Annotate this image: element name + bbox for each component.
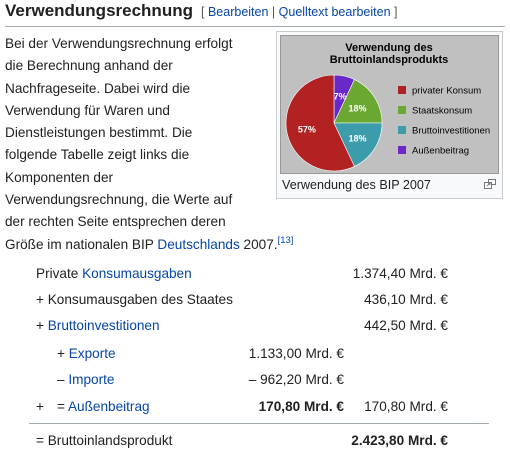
legend-swatch [398,146,406,154]
row-operator: + [36,318,48,333]
row-label: Private Konsumausgaben [36,262,192,286]
row-operator: + [36,292,48,307]
row-mid-value: – 962,20 Mrd. € [248,372,344,387]
edit-bracket-close: ] [394,5,398,19]
row-label-text: Konsumausgaben des Staates [47,292,233,307]
exports-link[interactable]: Exporte [68,346,116,361]
edit-source-link[interactable]: Quelltext bearbeiten [278,5,391,19]
paragraph-line: Verwendung für Waren und [5,102,170,118]
paragraph-line: Dienstleistungen bestimmt. Die [5,125,193,141]
row-label: + Konsumausgaben des Staates [36,288,233,312]
row-label: + Exporte [57,342,116,366]
paragraph-line: folgende Tabelle zeigt links die [5,147,190,163]
pie-slice [333,122,383,167]
pie-slice [333,79,383,124]
magnify-clip-icon[interactable] [484,179,496,189]
table-row: + = Außenbeitrag 170,80 Mrd. € 170,80 Mr… [5,395,505,419]
edit-separator: | [271,5,276,19]
row-operator: = [57,399,68,414]
row-total-value: 2.423,80 Mrd. € [351,433,448,448]
pie-slice-label: 18% [348,104,366,114]
row-value: 170,80 Mrd. € [364,399,448,414]
table-row: + Exporte 1.133,00 Mrd. € [5,342,505,366]
row-label-text: Private [36,266,83,281]
pie-slice [285,74,355,172]
legend-swatch [398,106,406,114]
section-heading: Verwendungsrechnung [ Bearbeiten | Quell… [5,0,505,27]
row-label-text: Bruttoinlandsprodukt [47,433,173,448]
investment-link[interactable]: Bruttoinvestitionen [47,318,160,333]
row-value: 1.374,40 Mrd. € [352,266,448,281]
row-operator: – [57,372,69,387]
row-label: + Bruttoinvestitionen [36,314,160,338]
paragraph-line: Verwendungsrechnung, die Werte auf [5,192,233,208]
pie-slice-label: 18% [348,133,366,143]
figure-caption: Verwendung des BIP 2007 [282,178,431,192]
row-value: 442,50 Mrd. € [364,318,448,333]
trade-balance-link[interactable]: Außenbeitrag [67,399,150,414]
germany-link[interactable]: Deutschlands [157,236,240,252]
legend-entry: privater Konsum [412,86,481,97]
figure-thumbnail: Verwendung des Bruttoinlandsprodukts 7% 1… [276,31,503,199]
row-mid-value: 170,80 Mrd. € [258,399,344,414]
paragraph-line: Bei der Verwendungsrechnung erfolgt [5,36,233,51]
section-title: Verwendungsrechnung [5,1,193,20]
legend-entry: Staatskonsum [412,106,472,117]
paragraph-line: Komponenten der [5,169,114,185]
row-operator: + [57,346,69,361]
paragraph-text: Größe im nationalen BIP [5,236,158,252]
paragraph-line: Nachfrageseite. Dabei wird die [5,80,191,96]
table-row: + Bruttoinvestitionen 442,50 Mrd. € [5,314,505,338]
row-operator: = [36,433,48,448]
row-label: = Außenbeitrag [57,395,150,419]
row-mid-value: 1.133,00 Mrd. € [248,346,344,361]
sum-divider [29,423,489,424]
reference-link[interactable]: [13] [277,234,294,246]
row-operator: + [36,399,44,414]
imports-link[interactable]: Importe [68,372,115,387]
paragraph-line: der rechten Seite entsprechen deren [5,214,226,230]
legend-entry: Bruttoinvestitionen [412,126,490,137]
chart-image[interactable]: Verwendung des Bruttoinlandsprodukts 7% 1… [280,35,499,174]
edit-section-links: [ Bearbeiten | Quelltext bearbeiten ] [201,3,398,21]
pie-slice-label: 57% [298,125,316,135]
paragraph-line: die Berechnung anhand der [5,58,173,74]
legend-entry: Außenbeitrag [412,146,469,157]
paragraph-last-line: Größe im nationalen BIP Deutschlands 200… [5,234,293,256]
table-row: Private Konsumausgaben 1.374,40 Mrd. € [5,262,505,286]
body-paragraph: Bei der Verwendungsrechnung erfolgt die … [5,33,293,256]
legend-swatch [398,126,406,134]
row-label: = Bruttoinlandsprodukt [36,429,172,453]
edit-link[interactable]: Bearbeiten [207,5,269,19]
table-row: – Importe – 962,20 Mrd. € [5,368,505,392]
legend-swatch [398,86,406,94]
row-label: – Importe [57,368,114,392]
edit-bracket-open: [ [201,5,205,19]
pie-chart: Verwendung des Bruttoinlandsprodukts 7%1… [285,42,490,172]
table-row: = Bruttoinlandsprodukt 2.423,80 Mrd. € [5,429,505,453]
chart-title-line-1: Verwendung des [345,42,432,54]
pie-slice-label: 7% [334,91,347,101]
table-row: + Konsumausgaben des Staates 436,10 Mrd.… [5,288,505,312]
chart-title-line-2: Bruttoinlandsprodukts [330,54,449,66]
consumption-link[interactable]: Konsumausgaben [82,266,192,281]
paragraph-text: 2007. [239,236,278,252]
row-value: 436,10 Mrd. € [364,292,448,307]
